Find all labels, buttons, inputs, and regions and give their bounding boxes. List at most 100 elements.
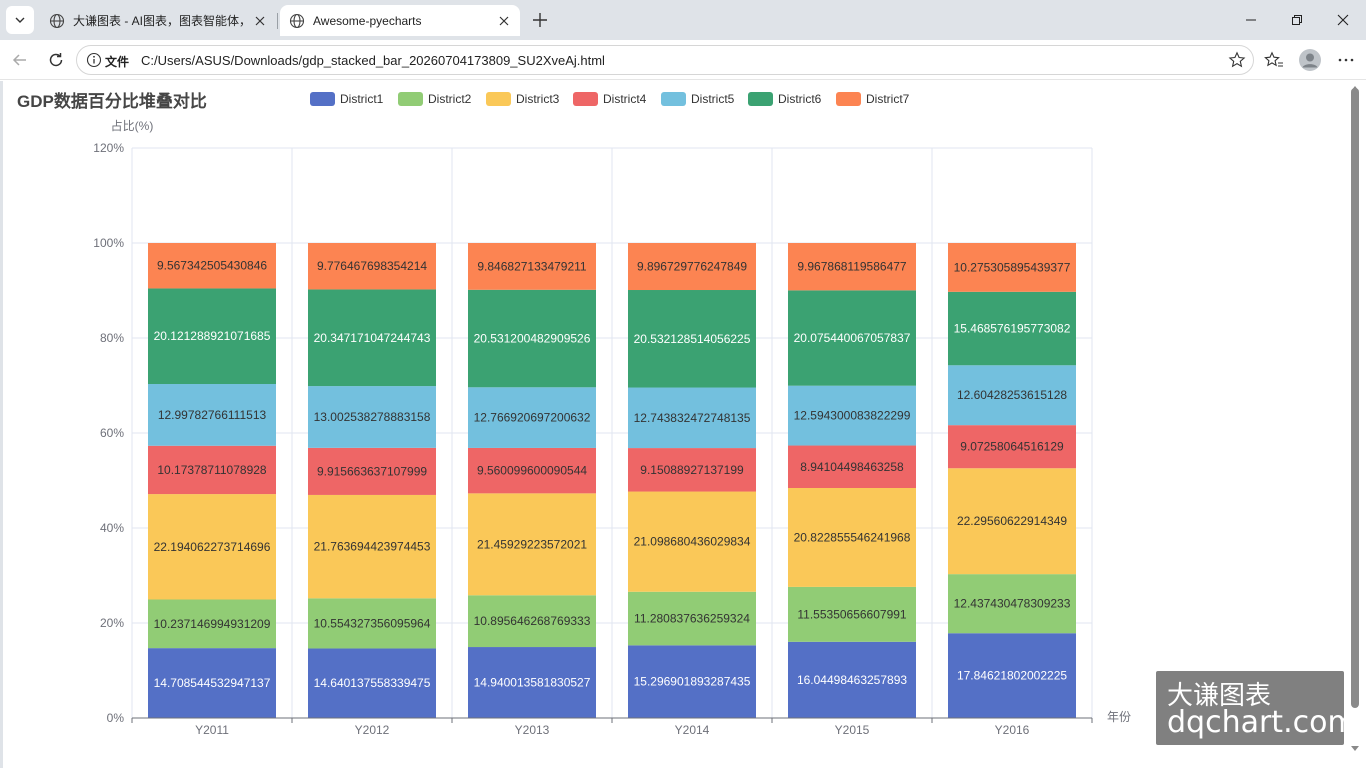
data-label: 9.776467698354214: [317, 259, 427, 273]
close-icon: [255, 16, 265, 25]
legend-label: District3: [516, 92, 560, 106]
close-icon: [1337, 14, 1349, 26]
bar-segment: [148, 288, 276, 385]
data-label: 12.594300083822299: [794, 409, 911, 423]
data-label: 8.94104498463258: [800, 460, 904, 474]
tab-strip: 大谦图表 - AI图表，图表智能体， Awesome-pyecharts: [0, 0, 1366, 40]
minimize-button[interactable]: [1228, 0, 1274, 40]
vertical-scrollbar[interactable]: [1351, 88, 1359, 708]
chart-legend: District1 District2 District3 District4 Dist…: [310, 92, 910, 106]
y-axis-label: 占比(%): [111, 118, 154, 133]
tab-search-button[interactable]: [6, 6, 34, 34]
data-label: 12.99782766111513: [158, 408, 267, 422]
bar-segment: [308, 386, 436, 448]
tab-title: 大谦图表 - AI图表，图表智能体，: [73, 14, 250, 28]
x-tick-label: Y2014: [675, 723, 710, 737]
data-label: 10.275305895439377: [954, 260, 1071, 274]
bar-segment: [628, 243, 756, 291]
bar-segment: [628, 290, 756, 388]
data-label: 20.121288921071685: [154, 329, 271, 343]
data-label: 11.280837636259324: [634, 612, 750, 626]
back-button[interactable]: [6, 46, 34, 74]
bar-segment: [948, 425, 1076, 469]
y-tick-label: 40%: [100, 521, 124, 535]
data-label: 20.347171047244743: [314, 331, 431, 345]
bar-segment: [628, 491, 756, 592]
bar-segment: [148, 384, 276, 446]
y-axis: 0% 20% 40% 60% 80% 100% 120%: [93, 141, 124, 725]
data-label: 17.84621802002225: [957, 669, 1067, 683]
more-menu-button[interactable]: [1332, 46, 1360, 74]
bar-segment: [788, 243, 916, 291]
bar-segment: [628, 645, 756, 718]
data-label: 10.237146994931209: [154, 617, 271, 631]
x-tick-label: Y2016: [995, 723, 1030, 737]
legend-swatch: [573, 92, 598, 106]
bar-segment: [468, 447, 596, 494]
y-tick-label: 0%: [107, 711, 125, 725]
legend-swatch: [836, 92, 861, 106]
tab-close-button[interactable]: [494, 11, 514, 31]
star-icon[interactable]: [1228, 51, 1246, 69]
bar-segment: [788, 290, 916, 386]
new-tab-button[interactable]: [526, 6, 554, 34]
legend-label: District4: [603, 92, 647, 106]
address-scheme: 文件: [105, 55, 130, 69]
bar-segment: [948, 633, 1076, 718]
tab-close-button[interactable]: [250, 11, 270, 31]
chart-grid: [131, 147, 1093, 718]
favorites-button[interactable]: [1260, 46, 1288, 74]
bar-segment: [628, 448, 756, 492]
scroll-down-arrow[interactable]: [1350, 745, 1360, 753]
data-label: 9.896729776247849: [637, 260, 747, 274]
restore-icon: [1292, 15, 1302, 25]
bar-segment: [468, 243, 596, 290]
bar-segment: [148, 648, 276, 718]
data-label: 12.60428253615128: [957, 388, 1067, 402]
legend-swatch: [748, 92, 773, 106]
bar-segment: [628, 387, 756, 449]
bar-segment: [948, 291, 1076, 366]
reload-icon: [49, 53, 63, 67]
bar-segment: [468, 595, 596, 648]
data-label: 21.098680436029834: [634, 535, 751, 549]
bar-segment: [788, 641, 916, 718]
stacked-bar-chart: GDP数据百分比堆叠对比 District1 District2 District3…: [17, 91, 1131, 737]
bar-segment: [148, 494, 276, 600]
watermark-domain: dqchart.com: [1167, 705, 1357, 740]
tab-title: Awesome-pyecharts: [313, 13, 422, 28]
data-label: 9.07258064516129: [960, 440, 1064, 454]
restore-button[interactable]: [1274, 0, 1320, 40]
data-label: 20.822855546241968: [794, 530, 911, 544]
y-tick-label: 60%: [100, 426, 124, 440]
data-label: 14.708544532947137: [154, 676, 271, 690]
tab-awesome-pyecharts[interactable]: Awesome-pyecharts: [280, 5, 520, 36]
data-label: 9.567342505430846: [157, 259, 267, 273]
bar-segment: [948, 243, 1076, 292]
data-label: 9.560099600090544: [477, 464, 587, 478]
x-tick-label: Y2011: [195, 723, 229, 737]
data-label: 10.554327356095964: [314, 616, 431, 630]
x-tick-label: Y2013: [515, 723, 550, 737]
data-label: 11.55350656607991: [797, 607, 907, 621]
legend-swatch: [486, 92, 511, 106]
data-label: 13.002538278883158: [314, 410, 431, 424]
data-label: 10.895646268769333: [474, 614, 591, 628]
data-label: 15.468576195773082: [954, 322, 1071, 336]
legend-swatch: [661, 92, 686, 106]
bar-segment: [788, 445, 916, 488]
minimize-icon: [1246, 19, 1256, 21]
profile-button[interactable]: [1296, 46, 1324, 74]
data-label: 16.04498463257893: [797, 673, 907, 687]
address-bar[interactable]: 文件 C:/Users/ASUS/Downloads/gdp_stacked_b…: [76, 45, 1254, 75]
tab-dqchart[interactable]: 大谦图表 - AI图表，图表智能体，: [40, 5, 276, 36]
data-label: 12.766920697200632: [474, 411, 591, 425]
legend-label: District1: [340, 92, 384, 106]
info-icon: [86, 52, 102, 68]
data-label: 22.194062273714696: [154, 540, 271, 554]
x-tick-label: Y2015: [835, 723, 870, 737]
bar-segment: [948, 365, 1076, 426]
x-tick-label: Y2012: [355, 723, 390, 737]
close-window-button[interactable]: [1320, 0, 1366, 40]
reload-button[interactable]: [42, 46, 70, 74]
